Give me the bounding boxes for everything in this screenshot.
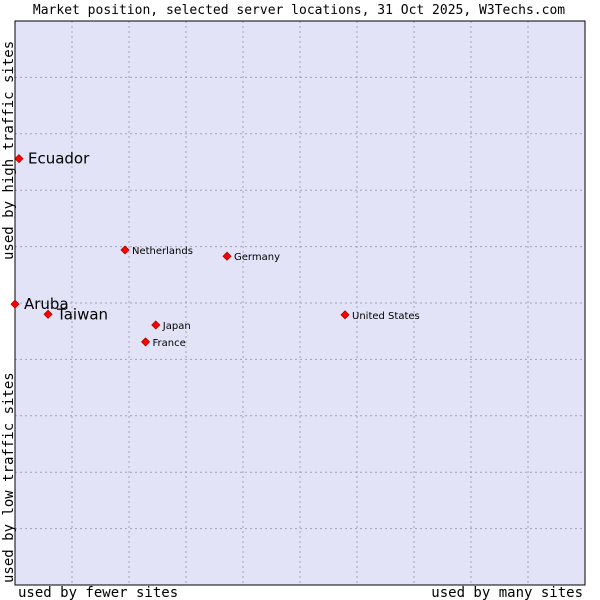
point-label-taiwan: Taiwan [56,305,108,323]
point-marker-ecuador [14,154,24,164]
point-group-netherlands: Netherlands [120,245,193,257]
x-axis-label-right: used by many sites [431,585,583,600]
point-group-united-states: United States [340,310,420,322]
point-label-netherlands: Netherlands [132,246,193,257]
point-label-ecuador: Ecuador [28,150,90,168]
y-axis-label-bottom: used by low traffic sites [1,372,17,583]
grid-lines [15,21,585,585]
point-marker-taiwan [43,309,53,319]
point-group-france: France [140,337,186,349]
point-marker-aruba [10,299,20,309]
point-label-united-states: United States [352,311,420,322]
point-group-aruba: Aruba [10,295,69,313]
chart-title: Market position, selected server locatio… [33,3,565,18]
point-marker-united-states [340,310,350,320]
x-axis-label-left: used by fewer sites [18,585,178,600]
point-label-germany: Germany [234,252,280,263]
point-group-japan: Japan [151,320,191,332]
point-marker-france [140,337,151,347]
point-marker-netherlands [120,245,130,255]
point-marker-germany [222,251,232,261]
point-label-aruba: Aruba [24,295,69,313]
point-marker-japan [151,320,161,330]
point-label-france: France [153,338,186,349]
point-group-taiwan: Taiwan [43,305,108,323]
y-axis-label-top: used by high traffic sites [1,41,17,260]
point-group-ecuador: Ecuador [14,150,90,168]
point-label-japan: Japan [162,321,191,332]
point-group-germany: Germany [222,251,280,263]
